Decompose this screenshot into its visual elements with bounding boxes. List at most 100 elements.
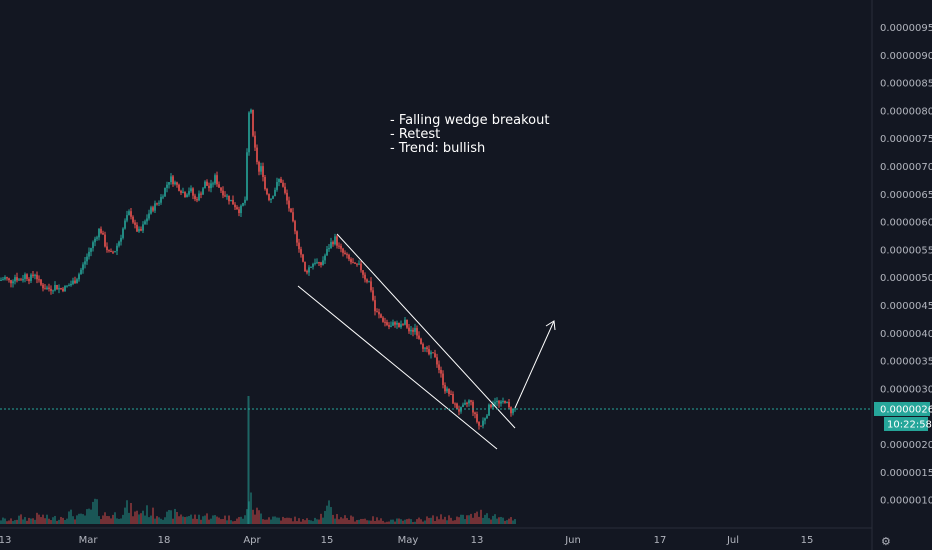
volume-bar [416, 519, 418, 524]
candle-body [206, 181, 208, 186]
volume-bar [342, 518, 344, 524]
volume-bar [122, 514, 124, 524]
text-annotation[interactable]: - Falling wedge breakout - Retest - Tren… [390, 113, 549, 156]
candle-body [164, 187, 166, 197]
candle-body [394, 322, 396, 325]
volume-bar [398, 518, 400, 524]
volume-bar [252, 509, 254, 524]
volume-bar [468, 515, 470, 524]
candle-body [484, 418, 486, 421]
candle-body [112, 251, 114, 253]
candle-body [238, 209, 240, 214]
candle-body [192, 188, 194, 196]
volume-bar [18, 515, 20, 524]
volume-bar [128, 512, 130, 524]
volume-bar [348, 520, 350, 524]
volume-bar [36, 512, 38, 524]
volume-bar [26, 520, 28, 524]
volume-bar [422, 521, 424, 524]
volume-bar [0, 520, 2, 524]
candle-body [350, 259, 352, 263]
wedge-lower-trendline[interactable] [297, 285, 498, 450]
volume-bar [168, 510, 170, 524]
candle-body [286, 192, 288, 201]
volume-bar [332, 514, 334, 524]
volume-bar [402, 520, 404, 524]
candle-body [254, 135, 256, 148]
candle-body [114, 251, 116, 253]
volume-bar [224, 515, 226, 524]
volume-bar [132, 516, 134, 524]
volume-bar [206, 513, 208, 524]
current-price-label: 0.00000264 10:22:58 [874, 401, 932, 431]
volume-bar [66, 518, 68, 524]
wedge-upper-trendline[interactable] [336, 233, 516, 429]
candle-body [380, 314, 382, 318]
volume-bar [322, 517, 324, 524]
volume-bar [330, 507, 332, 524]
candle-body [498, 400, 500, 404]
volume-bar [260, 513, 262, 524]
volume-bar [4, 518, 6, 524]
volume-bar [56, 520, 58, 524]
price-candles [0, 108, 516, 430]
projection-arrow-line[interactable] [514, 320, 555, 409]
candle-body [506, 401, 508, 403]
candle-body [184, 191, 186, 198]
candle-body [176, 182, 178, 185]
volume-bar [166, 511, 168, 524]
settings-icon[interactable]: ⚙ [881, 535, 891, 548]
volume-bar [102, 515, 104, 524]
candle-body [318, 262, 320, 264]
candle-body [340, 245, 342, 249]
volume-bar [394, 521, 396, 524]
volume-bar [120, 518, 122, 524]
candle-body [412, 329, 414, 332]
candle-body [492, 404, 494, 408]
volume-bar [180, 514, 182, 524]
drawing-layer[interactable] [297, 233, 556, 450]
candle-body [96, 237, 98, 239]
x-tick-label: 13 [0, 535, 11, 546]
volume-bar [236, 518, 238, 524]
candle-body [218, 184, 220, 188]
candle-body [0, 280, 2, 282]
candle-body [172, 176, 174, 185]
volume-bar [182, 516, 184, 524]
volume-bar [466, 515, 468, 524]
candle-body [334, 236, 336, 245]
candle-body [20, 279, 22, 281]
candle-body [152, 207, 154, 211]
volume-bar [186, 516, 188, 524]
candle-body [386, 322, 388, 326]
candle-body [310, 266, 312, 268]
time-axis[interactable]: 13 Mar 18 Apr 15 May 13 Jun 17 Jul 15 [0, 535, 813, 546]
volume-bar [146, 505, 148, 524]
candle-body [12, 281, 14, 284]
candle-body [486, 415, 488, 419]
candle-body [188, 191, 190, 195]
candle-body [420, 338, 422, 344]
volume-bar [154, 518, 156, 524]
candle-body [372, 290, 374, 301]
candle-body [302, 254, 304, 262]
candle-body [36, 274, 38, 280]
candle-body [116, 245, 118, 252]
volume-bar [336, 514, 338, 524]
volume-bar [302, 519, 304, 524]
volume-bar [216, 516, 218, 524]
volume-bar [148, 517, 150, 524]
volume-bar [372, 516, 374, 524]
candle-body [194, 195, 196, 200]
volume-bar [352, 516, 354, 524]
candle-body [60, 288, 62, 290]
candle-body [458, 409, 460, 412]
candle-body [478, 421, 480, 426]
volume-bar [370, 520, 372, 524]
candle-body [442, 373, 444, 386]
